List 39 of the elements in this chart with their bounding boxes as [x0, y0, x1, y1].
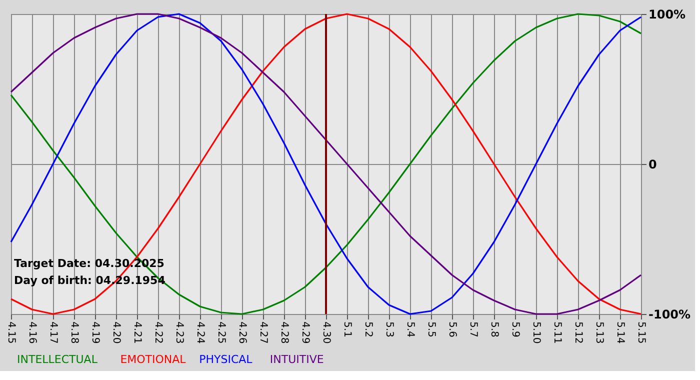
x-tick-label: 5.15: [636, 322, 646, 344]
x-tick-label: 4.16: [26, 322, 38, 344]
y-tick-label: 0: [648, 158, 657, 172]
y-tick-label: -100%: [648, 308, 691, 322]
x-tick-label: 5.5: [426, 322, 436, 338]
x-tick-label: 5.12: [572, 322, 584, 344]
x-tick-label: 5.11: [552, 322, 562, 344]
x-tick-label: 4.25: [216, 322, 226, 344]
text: EMOTIONAL: [120, 353, 187, 366]
x-tick-label: 4.29: [300, 322, 310, 344]
x-tick-label: 5.8: [488, 322, 500, 338]
x-tick-label: 5.14: [614, 322, 626, 344]
x-tick-label: 4.17: [48, 322, 58, 344]
x-tick-label: 4.19: [90, 322, 100, 344]
text: INTELLECTUAL: [17, 353, 98, 366]
x-tick-label: 4.24: [194, 322, 206, 344]
x-tick-label: 4.22: [152, 322, 164, 344]
x-tick-label: 5.1: [342, 322, 352, 338]
x-tick-label: 5.10: [530, 322, 542, 344]
y-tick-label: 100%: [648, 8, 686, 22]
x-tick-label: 5.9: [510, 322, 520, 338]
x-tick-label: 5.13: [594, 322, 604, 344]
x-tick-label: 4.21: [132, 322, 142, 344]
x-tick-label: 4.27: [258, 322, 268, 344]
x-tick-label: 5.3: [384, 322, 394, 338]
x-tick-label: 5.4: [404, 322, 416, 338]
x-tick-label: 4.28: [278, 322, 290, 344]
x-tick-label: 4.15: [6, 322, 16, 344]
text: INTUITIVE: [270, 353, 324, 366]
x-tick-label: 5.6: [446, 322, 458, 338]
x-tick-label: 4.26: [236, 322, 248, 344]
x-tick-label: 5.7: [468, 322, 478, 338]
x-tick-label: 4.23: [174, 322, 184, 344]
text: PHYSICAL: [199, 353, 254, 366]
x-tick-label: 4.20: [110, 322, 122, 344]
x-tick-label: 4.30: [320, 322, 332, 344]
line-series: [10, 13, 642, 315]
x-tick-label: 5.2: [362, 322, 374, 338]
x-tick-label: 4.18: [68, 322, 80, 344]
